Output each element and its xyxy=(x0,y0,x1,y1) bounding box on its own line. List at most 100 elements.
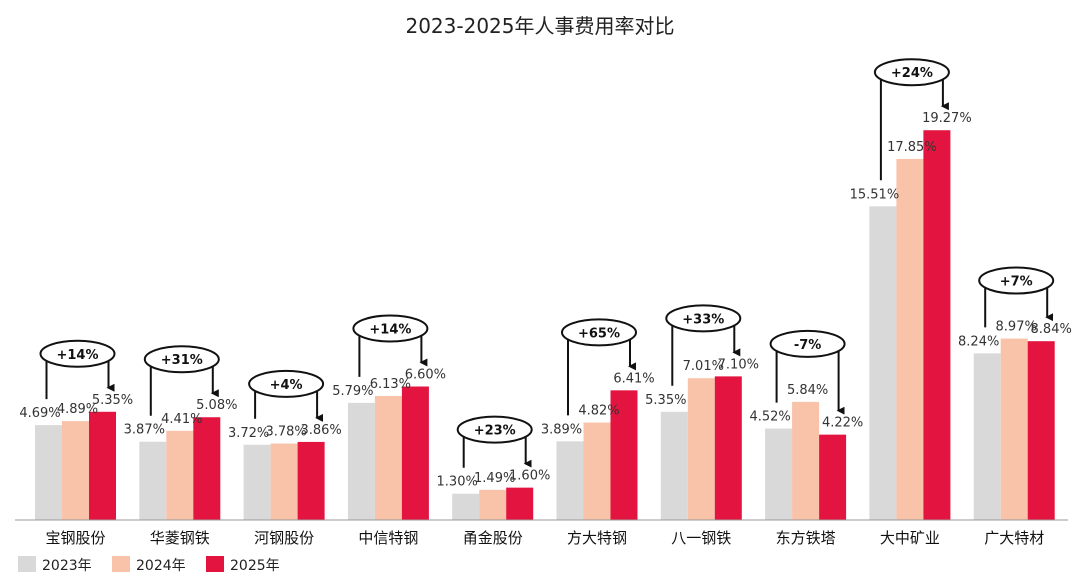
value-label: 3.72% xyxy=(228,426,269,441)
category-label: 广大特材 xyxy=(984,529,1044,547)
legend-label: 2023年 xyxy=(42,558,92,574)
category-label: 东方铁塔 xyxy=(776,529,836,547)
bar-2024 xyxy=(270,443,298,520)
category-label: 宝钢股份 xyxy=(45,529,105,547)
change-label: +31% xyxy=(161,353,203,368)
value-label: 19.27% xyxy=(922,111,972,126)
value-label: 3.89% xyxy=(541,422,582,437)
category-label: 中信特钢 xyxy=(358,529,418,547)
change-label: +24% xyxy=(891,66,933,81)
change-label: +65% xyxy=(578,326,620,341)
value-label: 15.51% xyxy=(850,187,900,202)
bars-layer xyxy=(35,130,1055,520)
value-label: 1.60% xyxy=(509,469,550,484)
bar-2025 xyxy=(297,441,325,520)
value-label: 7.10% xyxy=(718,357,759,372)
bar-2023 xyxy=(35,425,62,520)
value-label: 6.60% xyxy=(405,368,446,383)
category-label: 甬金股份 xyxy=(463,529,523,547)
value-label: 1.30% xyxy=(437,475,478,490)
category-label: 华菱钢铁 xyxy=(150,529,210,547)
legend-swatch xyxy=(18,556,36,572)
change-badge xyxy=(978,266,1055,295)
bar-2023 xyxy=(660,411,688,520)
bar-2024 xyxy=(374,396,402,520)
value-label: 17.85% xyxy=(887,140,937,155)
value-label: 4.52% xyxy=(749,410,790,425)
change-badge xyxy=(39,339,116,368)
value-label: 8.84% xyxy=(1031,322,1072,337)
legend: 2023年 2024年 2025年 xyxy=(18,556,280,574)
bar-2025 xyxy=(89,411,116,520)
bar-2024 xyxy=(687,378,715,520)
value-label: 3.87% xyxy=(124,423,165,438)
value-label: 1.49% xyxy=(474,471,515,486)
change-label: +14% xyxy=(369,323,411,338)
bar-2023 xyxy=(869,206,897,520)
value-label: 3.78% xyxy=(265,425,306,440)
value-label: 4.69% xyxy=(19,406,60,421)
value-labels-layer: 4.69%4.89%5.35%3.87%4.41%5.08%3.72%3.78%… xyxy=(19,111,1072,489)
category-label: 大中矿业 xyxy=(880,529,940,547)
bar-2024 xyxy=(479,489,507,520)
change-badge xyxy=(352,314,429,343)
value-label: 4.82% xyxy=(578,404,619,419)
bar-2024 xyxy=(896,158,924,520)
legend-swatch xyxy=(112,556,130,572)
change-badge xyxy=(665,304,742,333)
change-annotations-layer: +14% +31% +4% +14% +23% +65% +33% -7% +24% +7% xyxy=(39,58,1055,468)
bar-2024 xyxy=(1000,338,1028,520)
category-label: 河钢股份 xyxy=(254,529,314,547)
bar-2025 xyxy=(1027,341,1055,520)
bar-2025 xyxy=(506,487,534,520)
change-badge xyxy=(561,318,637,347)
category-label: 八一钢铁 xyxy=(671,529,731,547)
legend-label: 2025年 xyxy=(230,558,280,574)
bar-2025 xyxy=(193,417,221,520)
bar-2023 xyxy=(765,428,793,520)
change-badge xyxy=(456,415,533,444)
change-label: +23% xyxy=(474,424,516,439)
change-badge xyxy=(248,369,325,398)
bar-2025 xyxy=(923,130,951,520)
legend-label: 2024年 xyxy=(136,558,186,574)
value-label: 4.41% xyxy=(161,412,202,427)
chart-title: 2023-2025年人事费用率对比 xyxy=(405,14,674,38)
change-badge xyxy=(769,329,846,358)
change-label: +7% xyxy=(1000,275,1033,290)
value-label: 5.84% xyxy=(787,383,828,398)
bar-2024 xyxy=(792,401,820,520)
value-label: 8.97% xyxy=(996,320,1037,335)
bar-2025 xyxy=(401,386,429,520)
change-label: +33% xyxy=(682,312,724,327)
bar-2025 xyxy=(714,376,742,520)
value-label: 5.35% xyxy=(92,393,133,408)
value-label: 6.13% xyxy=(370,377,411,392)
bar-2023 xyxy=(973,353,1001,520)
value-label: 6.41% xyxy=(613,371,654,386)
change-label: +14% xyxy=(56,348,98,363)
value-label: 5.08% xyxy=(196,398,237,413)
bar-2025 xyxy=(610,390,638,520)
change-badge xyxy=(873,58,950,87)
bar-2024 xyxy=(583,422,611,520)
bar-2023 xyxy=(243,444,271,520)
bar-2023 xyxy=(139,441,167,520)
bar-2023 xyxy=(556,441,584,520)
change-label: +4% xyxy=(270,378,303,393)
category-label: 方大特钢 xyxy=(567,529,627,547)
value-label: 4.89% xyxy=(57,402,98,417)
legend-swatch xyxy=(206,556,224,572)
bar-2025 xyxy=(819,434,847,520)
value-label: 3.86% xyxy=(300,423,341,438)
change-label: -7% xyxy=(794,338,821,353)
bar-2024 xyxy=(62,421,89,520)
bar-2024 xyxy=(166,430,194,520)
value-label: 4.22% xyxy=(822,416,863,431)
change-badge xyxy=(143,345,220,374)
bar-2023 xyxy=(347,402,375,520)
value-label: 8.24% xyxy=(958,334,999,349)
category-labels-layer: 宝钢股份 华菱钢铁 河钢股份 中信特钢 甬金股份 方大特钢 八一钢铁 东方铁塔 大中矿业 广大特材 xyxy=(45,529,1044,547)
value-label: 5.35% xyxy=(645,393,686,408)
